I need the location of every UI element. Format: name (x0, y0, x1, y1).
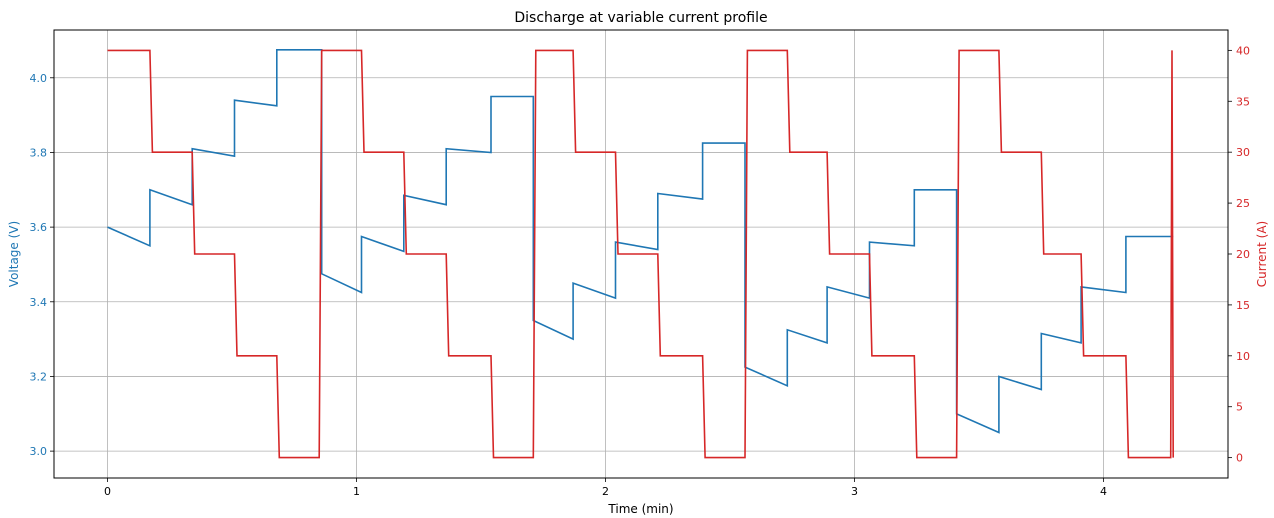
x-tick-label: 4 (1100, 485, 1107, 498)
y-left-axis-ticks: 3.0 3.2 3.4 3.6 3.8 4.0 (30, 72, 54, 458)
x-tick-label: 0 (104, 485, 111, 498)
x-tick-label: 1 (353, 485, 360, 498)
y-right-tick-label: 30 (1236, 146, 1250, 159)
y-right-axis-label: Current (A) (1255, 221, 1269, 287)
y-left-tick-label: 4.0 (30, 72, 48, 85)
y-left-tick-label: 3.6 (30, 221, 48, 234)
x-tick-label: 3 (851, 485, 858, 498)
x-axis-label: Time (min) (607, 502, 673, 516)
x-tick-label: 2 (602, 485, 609, 498)
y-right-tick-label: 0 (1236, 452, 1243, 465)
y-left-axis-label: Voltage (V) (7, 221, 21, 287)
y-right-tick-label: 25 (1236, 197, 1250, 210)
current-series-line (107, 49, 1174, 459)
y-right-tick-label: 20 (1236, 248, 1250, 261)
y-right-tick-label: 5 (1236, 401, 1243, 414)
y-right-axis-ticks: 0 5 10 15 20 25 30 35 40 (1228, 44, 1250, 465)
y-right-tick-label: 35 (1236, 95, 1250, 108)
x-axis-ticks: 0 1 2 3 4 (104, 478, 1107, 498)
y-left-tick-label: 3.2 (30, 370, 48, 383)
y-right-tick-label: 40 (1236, 44, 1250, 57)
y-left-tick-label: 3.0 (30, 445, 48, 458)
voltage-series-line (107, 48, 1174, 434)
plot-series (107, 48, 1174, 459)
y-left-tick-label: 3.8 (30, 146, 48, 159)
y-left-tick-label: 3.4 (30, 296, 48, 309)
y-right-tick-label: 10 (1236, 350, 1250, 363)
chart-title: Discharge at variable current profile (514, 10, 767, 26)
y-right-tick-label: 15 (1236, 299, 1250, 312)
